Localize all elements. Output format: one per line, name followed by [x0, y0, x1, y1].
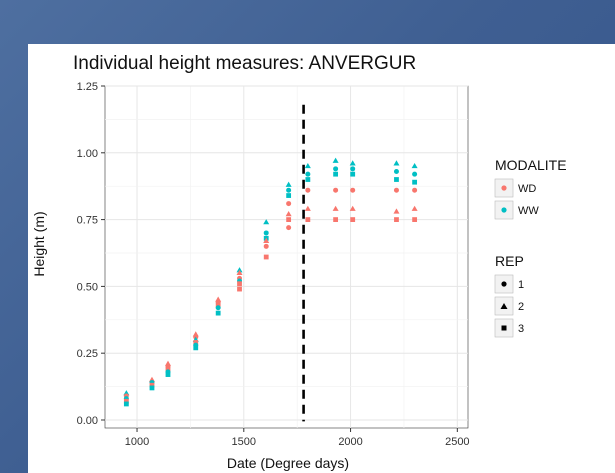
- data-point: [393, 208, 400, 214]
- data-point: [349, 160, 356, 166]
- x-tick-label: 2000: [338, 436, 362, 448]
- plot-card: Individual height measures: ANVERGUR 100…: [28, 44, 615, 473]
- data-point: [149, 382, 155, 388]
- data-point: [333, 217, 339, 222]
- legend-label-wd: WD: [518, 183, 536, 195]
- data-point: [304, 205, 311, 211]
- data-point: [393, 160, 400, 166]
- data-point: [411, 205, 418, 211]
- data-point: [236, 267, 243, 273]
- data-point: [165, 372, 171, 377]
- legend-key-wd: [501, 185, 507, 191]
- y-tick-label: 0.50: [77, 281, 98, 293]
- data-point: [349, 205, 356, 211]
- x-tick-label: 1500: [232, 436, 256, 448]
- data-point: [263, 254, 269, 260]
- data-point: [263, 230, 269, 236]
- legend-title-rep: REP: [495, 253, 524, 269]
- data-point: [394, 217, 399, 222]
- data-point: [237, 286, 242, 292]
- plot-panel: [104, 85, 469, 429]
- data-point: [215, 310, 221, 316]
- data-point: [285, 181, 292, 187]
- data-point: [333, 166, 339, 172]
- data-point: [412, 179, 418, 185]
- data-point: [286, 187, 292, 193]
- data-point: [332, 157, 339, 163]
- data-point: [149, 385, 155, 391]
- x-tick-label: 2500: [445, 436, 469, 448]
- y-axis: 0.00 0.25 0.50 0.75 1.00 1.25: [77, 81, 105, 427]
- data-point: [123, 398, 129, 404]
- data-point: [412, 171, 418, 177]
- data-point: [263, 219, 270, 225]
- legend-modalite: MODALITE WD WW: [494, 157, 567, 220]
- data-point: [333, 187, 339, 193]
- data-point: [350, 171, 356, 177]
- data-point: [285, 211, 292, 217]
- legend-title-modalite: MODALITE: [495, 157, 567, 173]
- data-point: [394, 177, 399, 182]
- data-point: [193, 340, 199, 345]
- data-point: [305, 177, 311, 182]
- data-point: [236, 269, 243, 276]
- legend-label-rep-1: 1: [518, 279, 524, 291]
- data-point: [263, 243, 269, 249]
- data-points: [123, 157, 418, 407]
- data-point: [286, 225, 292, 231]
- data-point: [286, 201, 292, 207]
- x-axis: 1000 1500 2000 2500: [125, 428, 470, 448]
- y-axis-label: Height (m): [31, 211, 47, 276]
- data-point: [165, 366, 171, 372]
- y-tick-label: 0.00: [77, 415, 98, 427]
- data-point: [286, 193, 292, 198]
- legend-label-rep-2: 2: [518, 301, 524, 313]
- scatter-chart: Individual height measures: ANVERGUR 100…: [31, 53, 567, 471]
- data-point: [215, 305, 221, 311]
- data-point: [393, 187, 399, 193]
- data-point: [333, 171, 339, 177]
- data-point: [304, 162, 311, 169]
- data-point: [411, 162, 418, 169]
- data-point: [305, 187, 311, 193]
- x-tick-label: 1000: [125, 436, 149, 448]
- legend-key-ww: [501, 207, 507, 213]
- data-point: [350, 187, 356, 193]
- data-point: [123, 401, 129, 407]
- x-axis-label: Date (Degree days): [227, 455, 349, 471]
- legend-label-ww: WW: [518, 205, 539, 217]
- chart-title: Individual height measures: ANVERGUR: [73, 53, 416, 74]
- legend-label-rep-3: 3: [518, 323, 524, 335]
- data-point: [237, 281, 242, 287]
- y-tick-label: 0.25: [77, 348, 98, 360]
- data-point: [305, 171, 311, 177]
- data-point: [215, 302, 221, 308]
- legend-rep: REP 1 2 3: [494, 253, 524, 338]
- data-point: [350, 166, 356, 172]
- data-point: [332, 205, 339, 211]
- data-point: [263, 237, 270, 243]
- legend-key-circle: [501, 281, 507, 287]
- data-point: [393, 169, 399, 174]
- data-point: [286, 217, 292, 222]
- y-tick-label: 1.00: [77, 148, 98, 160]
- y-tick-label: 0.75: [77, 215, 98, 227]
- data-point: [305, 217, 311, 222]
- legend-key-triangle: [500, 303, 508, 309]
- legend-key-square: [501, 325, 507, 331]
- y-tick-label: 1.25: [77, 81, 98, 93]
- data-point: [412, 187, 418, 193]
- data-point: [350, 217, 356, 222]
- data-point: [412, 217, 418, 222]
- data-point: [193, 345, 199, 351]
